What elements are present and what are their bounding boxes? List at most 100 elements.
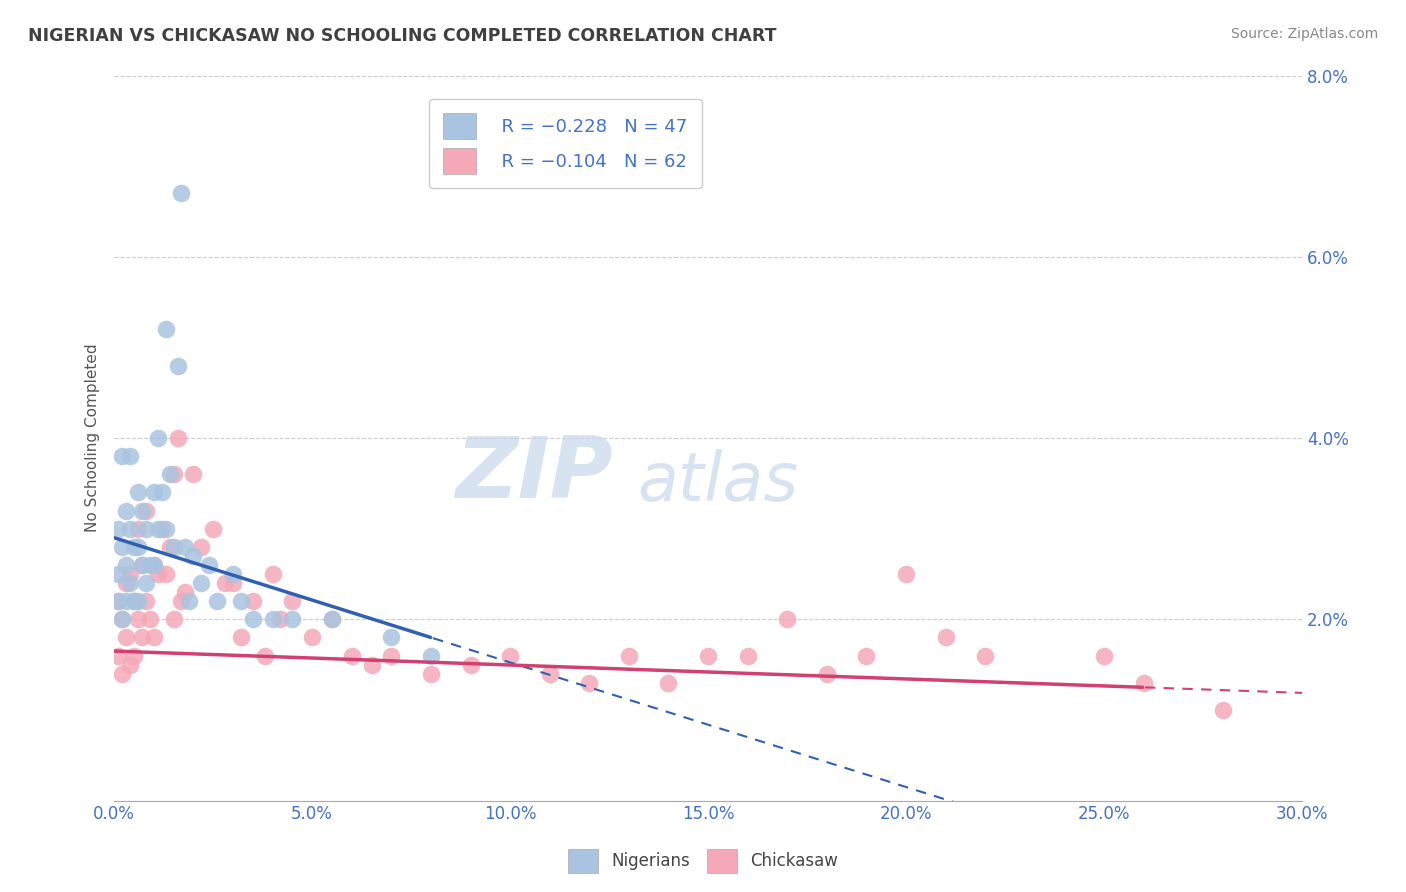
Point — [776, 612, 799, 626]
Point — [107, 567, 129, 582]
Point — [183, 467, 205, 482]
Point — [142, 485, 165, 500]
Point — [139, 558, 162, 572]
Point — [131, 503, 153, 517]
Point — [115, 558, 138, 572]
Point — [578, 675, 600, 690]
Text: atlas: atlas — [637, 449, 799, 515]
Point — [269, 612, 291, 626]
Point — [111, 612, 134, 626]
Point — [122, 540, 145, 554]
Point — [155, 567, 177, 582]
Point — [697, 648, 720, 663]
Point — [815, 666, 838, 681]
Point — [170, 186, 193, 201]
Point — [127, 522, 149, 536]
Point — [190, 540, 212, 554]
Point — [155, 522, 177, 536]
Point — [538, 666, 561, 681]
Text: Source: ZipAtlas.com: Source: ZipAtlas.com — [1230, 27, 1378, 41]
Point — [150, 522, 173, 536]
Point — [166, 431, 188, 445]
Point — [222, 567, 245, 582]
Point — [135, 522, 157, 536]
Point — [115, 631, 138, 645]
Point — [205, 594, 228, 608]
Point — [855, 648, 877, 663]
Text: NIGERIAN VS CHICKASAW NO SCHOOLING COMPLETED CORRELATION CHART: NIGERIAN VS CHICKASAW NO SCHOOLING COMPL… — [28, 27, 776, 45]
Point — [162, 540, 184, 554]
Point — [262, 612, 284, 626]
Point — [174, 540, 197, 554]
Point — [118, 567, 141, 582]
Point — [183, 549, 205, 563]
Point — [301, 631, 323, 645]
Legend: Nigerians, Chickasaw: Nigerians, Chickasaw — [561, 842, 845, 880]
Point — [974, 648, 997, 663]
Point — [118, 576, 141, 591]
Point — [281, 594, 304, 608]
Point — [1212, 703, 1234, 717]
Point — [162, 612, 184, 626]
Point — [131, 558, 153, 572]
Point — [107, 594, 129, 608]
Point — [135, 503, 157, 517]
Point — [229, 594, 252, 608]
Point — [214, 576, 236, 591]
Point — [155, 322, 177, 336]
Text: ZIP: ZIP — [456, 433, 613, 516]
Point — [107, 522, 129, 536]
Point — [127, 540, 149, 554]
Point — [111, 449, 134, 463]
Point — [170, 594, 193, 608]
Point — [179, 594, 201, 608]
Point — [419, 666, 441, 681]
Point — [460, 657, 482, 672]
Point — [118, 522, 141, 536]
Point — [146, 431, 169, 445]
Point — [617, 648, 640, 663]
Point — [229, 631, 252, 645]
Point — [118, 449, 141, 463]
Point — [419, 648, 441, 663]
Point — [321, 612, 343, 626]
Point — [360, 657, 382, 672]
Point — [135, 594, 157, 608]
Point — [242, 612, 264, 626]
Point — [139, 612, 162, 626]
Point — [894, 567, 917, 582]
Point — [737, 648, 759, 663]
Point — [111, 666, 134, 681]
Point — [935, 631, 957, 645]
Point — [150, 485, 173, 500]
Point — [202, 522, 225, 536]
Point — [131, 631, 153, 645]
Point — [253, 648, 276, 663]
Point — [281, 612, 304, 626]
Point — [115, 576, 138, 591]
Point — [122, 648, 145, 663]
Point — [142, 558, 165, 572]
Legend:   R = −0.228   N = 47,   R = −0.104   N = 62: R = −0.228 N = 47, R = −0.104 N = 62 — [429, 99, 702, 188]
Point — [242, 594, 264, 608]
Point — [127, 594, 149, 608]
Point — [190, 576, 212, 591]
Point — [122, 594, 145, 608]
Point — [146, 567, 169, 582]
Point — [166, 359, 188, 373]
Point — [122, 594, 145, 608]
Point — [135, 576, 157, 591]
Point — [499, 648, 522, 663]
Point — [380, 648, 402, 663]
Y-axis label: No Schooling Completed: No Schooling Completed — [86, 343, 100, 533]
Point — [159, 467, 181, 482]
Point — [146, 522, 169, 536]
Point — [162, 467, 184, 482]
Point — [111, 612, 134, 626]
Point — [262, 567, 284, 582]
Point — [159, 540, 181, 554]
Point — [111, 540, 134, 554]
Point — [380, 631, 402, 645]
Point — [118, 657, 141, 672]
Point — [340, 648, 363, 663]
